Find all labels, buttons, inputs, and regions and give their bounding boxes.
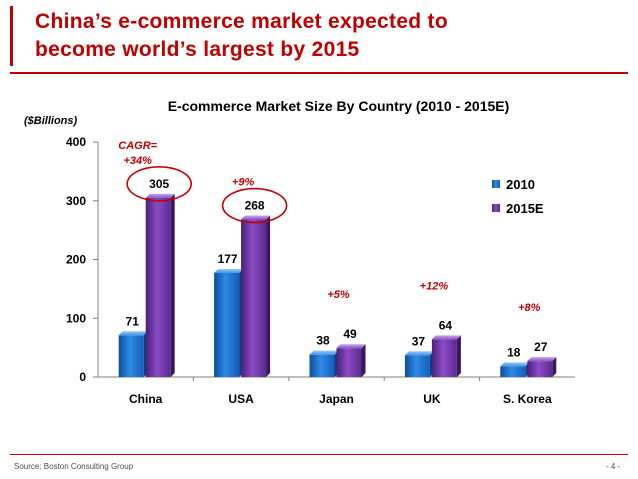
x-tick-label: China (129, 392, 163, 406)
legend-swatch-2015E (492, 204, 500, 212)
bar-2015E-usa (241, 219, 267, 377)
bar-top-2015E (241, 215, 271, 220)
slide-title-line-1: China’s e-commerce market expected to (35, 10, 448, 33)
cagr-label: +5% (327, 289, 350, 301)
bar-top-2010 (214, 269, 244, 274)
y-tick-label: 200 (66, 253, 86, 267)
legend-swatch-2010 (492, 180, 500, 188)
bar-top-2015E (336, 344, 366, 349)
data-label: 37 (412, 334, 426, 348)
highlight-circle (126, 166, 192, 202)
x-tick-label: UK (423, 392, 441, 406)
y-axis-label: ($Billions) (24, 115, 78, 127)
bar-2015E-skorea (527, 361, 553, 377)
bar-2015E-uk (431, 339, 457, 377)
highlight-circle (221, 187, 288, 224)
bar-2015E-china (145, 197, 171, 377)
y-tick-label: 400 (66, 135, 86, 149)
cagr-label: CAGR= (118, 140, 157, 152)
cagr-label: +34% (123, 155, 152, 167)
data-label: 64 (439, 318, 453, 332)
legend-label-2015E: 2015E (506, 201, 544, 216)
source-note: Source: Boston Consulting Group (14, 462, 134, 471)
bar-2010-japan (309, 354, 335, 377)
bar-top-2015E (431, 335, 461, 340)
bar-2010-usa (214, 273, 240, 377)
data-label: 38 (316, 334, 330, 348)
x-tick-label: S. Korea (503, 392, 552, 406)
bar-2010-skorea (500, 366, 526, 377)
cagr-label: +12% (420, 280, 449, 292)
bar-side-2015E (266, 215, 271, 377)
x-tick-label: USA (228, 392, 254, 406)
bar-2010-china (118, 335, 144, 377)
bar-side-2015E (552, 357, 557, 377)
data-label: 18 (507, 345, 521, 359)
bar-top-2015E (527, 357, 557, 362)
title-rule (10, 72, 628, 74)
cagr-label: +8% (518, 302, 541, 314)
title-box: China’s e-commerce market expected to be… (10, 6, 631, 66)
y-tick-label: 0 (79, 370, 86, 384)
data-label: 49 (343, 327, 357, 341)
bar-side-2015E (456, 335, 461, 377)
data-label: 27 (534, 340, 548, 354)
data-label: 268 (245, 199, 265, 213)
bar-side-2015E (170, 193, 175, 377)
bar-top-2010 (404, 351, 434, 356)
slide-title-line-2: become world’s largest by 2015 (35, 38, 360, 61)
data-label: 71 (126, 314, 140, 328)
y-tick-label: 300 (66, 194, 86, 208)
chart-title: E-commerce Market Size By Country (2010 … (168, 98, 510, 114)
footer-rule (10, 454, 628, 455)
bar-2015E-japan (336, 348, 362, 377)
bar-top-2010 (309, 350, 339, 355)
legend-label-2010: 2010 (506, 177, 535, 192)
bar-2010-uk (404, 355, 430, 377)
bar-top-2015E (145, 193, 175, 198)
y-tick-label: 100 (66, 311, 86, 325)
data-label: 305 (149, 177, 169, 191)
bar-top-2010 (118, 331, 148, 336)
page-number: - 4 - (606, 462, 621, 471)
bar-top-2010 (500, 362, 530, 367)
bar-side-2015E (361, 344, 366, 377)
cagr-label: +9% (232, 177, 255, 189)
x-tick-label: Japan (319, 392, 354, 406)
data-label: 177 (218, 252, 238, 266)
